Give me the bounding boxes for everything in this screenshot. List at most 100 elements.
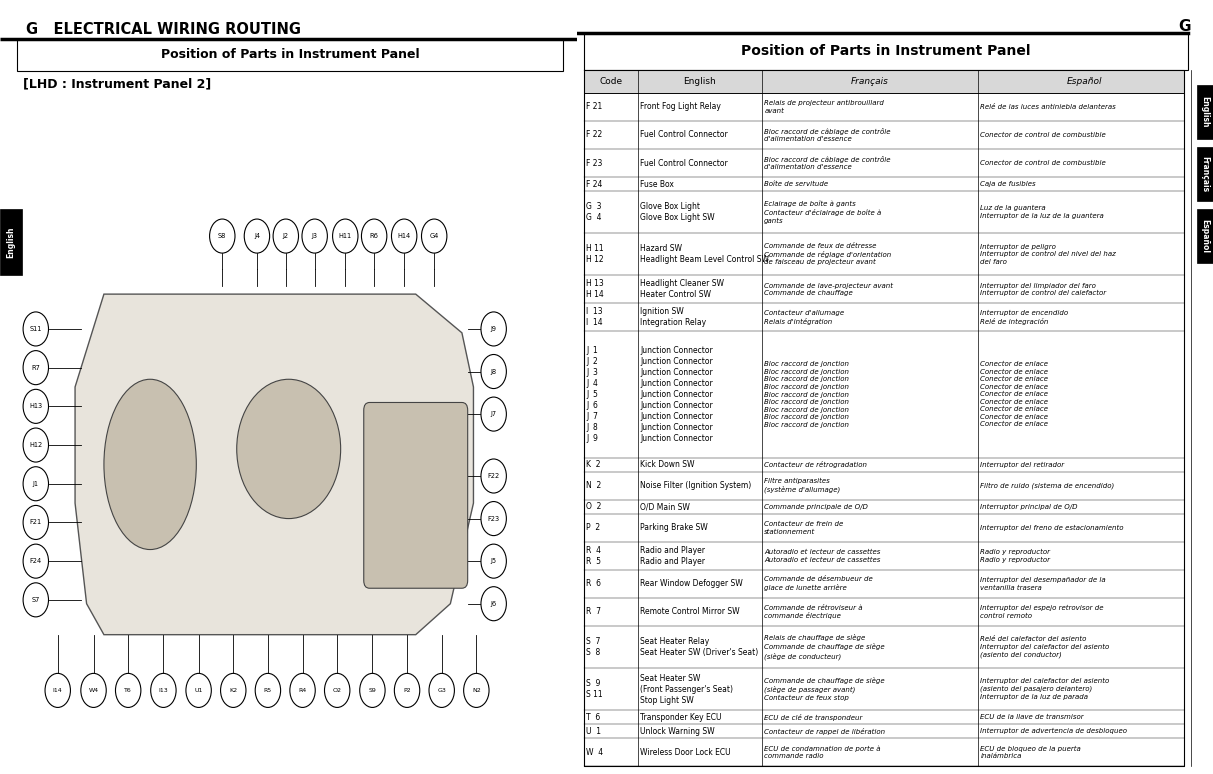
Text: Junction Connector
Junction Connector
Junction Connector
Junction Connector
Junc: Junction Connector Junction Connector Ju… (640, 346, 713, 444)
Polygon shape (75, 294, 473, 635)
Circle shape (221, 673, 246, 707)
Text: Interruptor del desempañador de la
ventanilla trasera: Interruptor del desempañador de la venta… (980, 577, 1106, 591)
Circle shape (23, 467, 49, 501)
Text: J9: J9 (491, 326, 496, 332)
Text: Seat Heater SW
(Front Passenger's Seat)
Stop Light SW: Seat Heater SW (Front Passenger's Seat) … (640, 673, 734, 704)
Text: F 22: F 22 (586, 131, 603, 139)
Text: Interruptor del freno de estacionamiento: Interruptor del freno de estacionamiento (980, 525, 1124, 531)
Text: S11: S11 (29, 326, 42, 332)
Text: S8: S8 (218, 233, 227, 239)
Text: Parking Brake SW: Parking Brake SW (640, 523, 708, 533)
Text: H 13
H 14: H 13 H 14 (586, 279, 604, 300)
Text: Français: Français (1201, 156, 1209, 192)
Text: English: English (6, 226, 16, 258)
Circle shape (23, 351, 49, 385)
Text: J  1
J  2
J  3
J  4
J  5
J  6
J  7
J  8
J  9: J 1 J 2 J 3 J 4 J 5 J 6 J 7 J 8 J 9 (586, 346, 598, 444)
Text: F22: F22 (488, 473, 500, 479)
Text: R  7: R 7 (586, 608, 602, 616)
Text: [LHD : Instrument Panel 2]: [LHD : Instrument Panel 2] (23, 77, 211, 91)
Text: O2: O2 (332, 688, 342, 693)
Text: Français: Français (850, 77, 889, 86)
Text: Conector de control de combustible: Conector de control de combustible (980, 160, 1106, 166)
Text: Relais de chauffage de siège
Commande de chauffage de siège
(siège de conducteur: Relais de chauffage de siège Commande de… (764, 635, 884, 659)
Circle shape (429, 673, 455, 707)
Text: G4: G4 (429, 233, 439, 239)
Circle shape (361, 219, 387, 253)
Text: Position of Parts in Instrument Panel: Position of Parts in Instrument Panel (161, 49, 420, 61)
Text: H 11
H 12: H 11 H 12 (586, 244, 604, 264)
Text: I  13
I  14: I 13 I 14 (586, 307, 603, 327)
Text: Eclairage de boîte à gants
Contacteur d'éclairage de boîte à
gants: Eclairage de boîte à gants Contacteur d'… (764, 200, 882, 224)
Text: N2: N2 (472, 688, 480, 693)
Text: Interruptor de advertencia de desbloqueo: Interruptor de advertencia de desbloqueo (980, 728, 1127, 735)
Text: P2: P2 (403, 688, 411, 693)
Text: Español: Español (1201, 219, 1209, 253)
Text: Interruptor del retirador: Interruptor del retirador (980, 461, 1065, 467)
Text: Boîte de servitude: Boîte de servitude (764, 181, 828, 187)
Text: Interruptor de encendido
Relé de integración: Interruptor de encendido Relé de integra… (980, 310, 1069, 325)
Text: Radio y reproductor
Radio y reproductor: Radio y reproductor Radio y reproductor (980, 549, 1050, 563)
Text: Rear Window Defogger SW: Rear Window Defogger SW (640, 580, 744, 588)
Circle shape (360, 673, 385, 707)
Circle shape (392, 219, 417, 253)
Text: Commande de rétroviseur à
commande électrique: Commande de rétroviseur à commande élect… (764, 604, 862, 619)
Text: ECU de clé de transpondeur: ECU de clé de transpondeur (764, 714, 862, 721)
Text: R6: R6 (370, 233, 378, 239)
FancyBboxPatch shape (583, 33, 1188, 70)
Text: F24: F24 (29, 558, 42, 564)
Text: Interruptor del calefactor del asiento
(asiento del pasajero delantero)
Interrup: Interruptor del calefactor del asiento (… (980, 678, 1110, 700)
Text: F23: F23 (488, 515, 500, 522)
FancyBboxPatch shape (17, 39, 563, 71)
Text: W4: W4 (89, 688, 98, 693)
Text: Interruptor de peligro
Interruptor de control del nivel del haz
del faro: Interruptor de peligro Interruptor de co… (980, 244, 1116, 265)
Text: R4: R4 (298, 688, 307, 693)
Text: Wireless Door Lock ECU: Wireless Door Lock ECU (640, 748, 731, 757)
Text: Luz de la guantera
Interruptor de la luz de la guantera: Luz de la guantera Interruptor de la luz… (980, 205, 1104, 219)
Circle shape (150, 673, 176, 707)
Text: F21: F21 (30, 519, 42, 526)
Circle shape (45, 673, 70, 707)
Text: Filtro de ruido (sistema de encendido): Filtro de ruido (sistema de encendido) (980, 482, 1115, 489)
Circle shape (23, 312, 49, 346)
Text: Code: Code (599, 77, 622, 86)
Circle shape (81, 673, 107, 707)
Text: Unlock Warning SW: Unlock Warning SW (640, 727, 714, 736)
Text: Bloc raccord de jonction
Bloc raccord de jonction
Bloc raccord de jonction
Bloc : Bloc raccord de jonction Bloc raccord de… (764, 361, 849, 428)
Circle shape (421, 219, 446, 253)
Text: J2: J2 (283, 233, 289, 239)
Text: K2: K2 (229, 688, 238, 693)
Circle shape (482, 312, 506, 346)
Text: Interruptor principal de O/D: Interruptor principal de O/D (980, 504, 1078, 510)
Text: Commande principale de O/D: Commande principale de O/D (764, 504, 869, 510)
Text: Relais de projecteur antibrouillard
avant: Relais de projecteur antibrouillard avan… (764, 100, 884, 114)
Text: Commande de chauffage de siège
(siège de passager avant)
Contacteur de feux stop: Commande de chauffage de siège (siège de… (764, 677, 884, 701)
Text: O/D Main SW: O/D Main SW (640, 502, 690, 512)
Text: W  4: W 4 (586, 748, 603, 757)
Circle shape (325, 673, 349, 707)
Circle shape (394, 673, 420, 707)
Circle shape (290, 673, 315, 707)
Text: U1: U1 (194, 688, 203, 693)
Text: Radio and Player
Radio and Player: Radio and Player Radio and Player (640, 546, 705, 566)
Text: Commande de feux de détresse
Commande de réglage d'orientation
de faisceau de pr: Commande de feux de détresse Commande de… (764, 243, 892, 265)
Text: Caja de fusibles: Caja de fusibles (980, 181, 1036, 187)
Text: Contacteur de rétrogradation: Contacteur de rétrogradation (764, 461, 867, 468)
Circle shape (332, 219, 358, 253)
Text: Position of Parts in Instrument Panel: Position of Parts in Instrument Panel (741, 44, 1030, 58)
Circle shape (482, 354, 506, 389)
Text: G: G (1178, 19, 1191, 33)
Text: Bloc raccord de câblage de contrôle
d'alimentation d'essence: Bloc raccord de câblage de contrôle d'al… (764, 128, 890, 142)
Text: S  7
S  8: S 7 S 8 (586, 637, 600, 657)
FancyBboxPatch shape (364, 402, 468, 588)
Circle shape (255, 673, 280, 707)
Text: H14: H14 (398, 233, 411, 239)
Text: Conector de control de combustible: Conector de control de combustible (980, 132, 1106, 138)
Circle shape (244, 219, 269, 253)
Text: ECU de la llave de transmisor: ECU de la llave de transmisor (980, 714, 1084, 720)
Text: Bloc raccord de câblage de contrôle
d'alimentation d'essence: Bloc raccord de câblage de contrôle d'al… (764, 156, 890, 170)
Circle shape (23, 544, 49, 578)
Text: Transponder Key ECU: Transponder Key ECU (640, 713, 722, 721)
Text: Seat Heater Relay
Seat Heater SW (Driver's Seat): Seat Heater Relay Seat Heater SW (Driver… (640, 637, 758, 657)
Text: Noise Filter (Ignition System): Noise Filter (Ignition System) (640, 481, 752, 490)
Circle shape (463, 673, 489, 707)
